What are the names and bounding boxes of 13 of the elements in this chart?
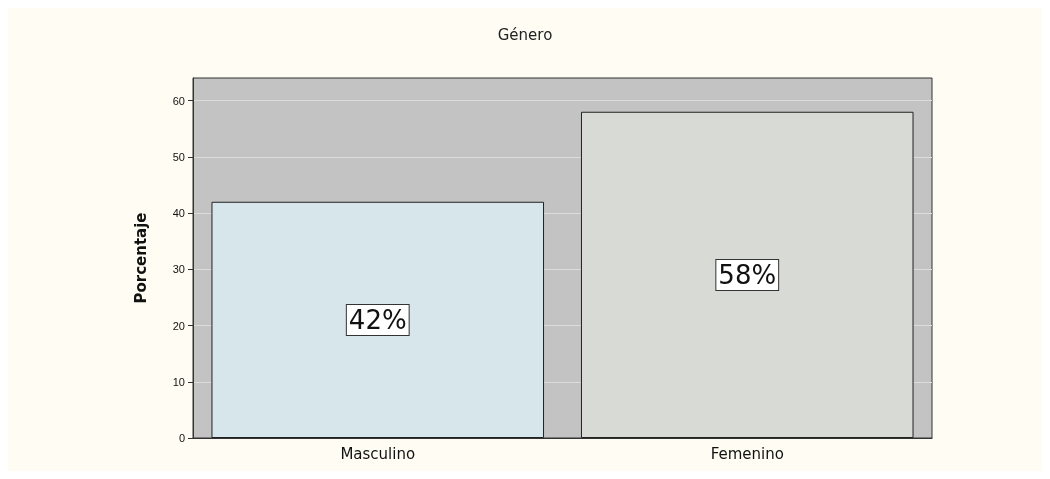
y-axis-title: Porcentaje [131, 212, 150, 304]
y-tick-label: 0 [178, 432, 185, 444]
y-tick-label: 30 [172, 263, 185, 276]
y-tick-label: 40 [172, 207, 185, 219]
y-tick-label: 20 [172, 319, 185, 332]
x-tick-label: Masculino [340, 444, 416, 463]
data-label: 58% [718, 259, 777, 290]
data-label: 42% [348, 304, 407, 335]
y-tick-label: 60 [172, 94, 185, 107]
x-tick-label: Femenino [710, 444, 784, 463]
y-tick-label: 10 [172, 375, 185, 388]
y-tick-label: 50 [172, 150, 185, 163]
chart-title: Género [497, 25, 553, 44]
